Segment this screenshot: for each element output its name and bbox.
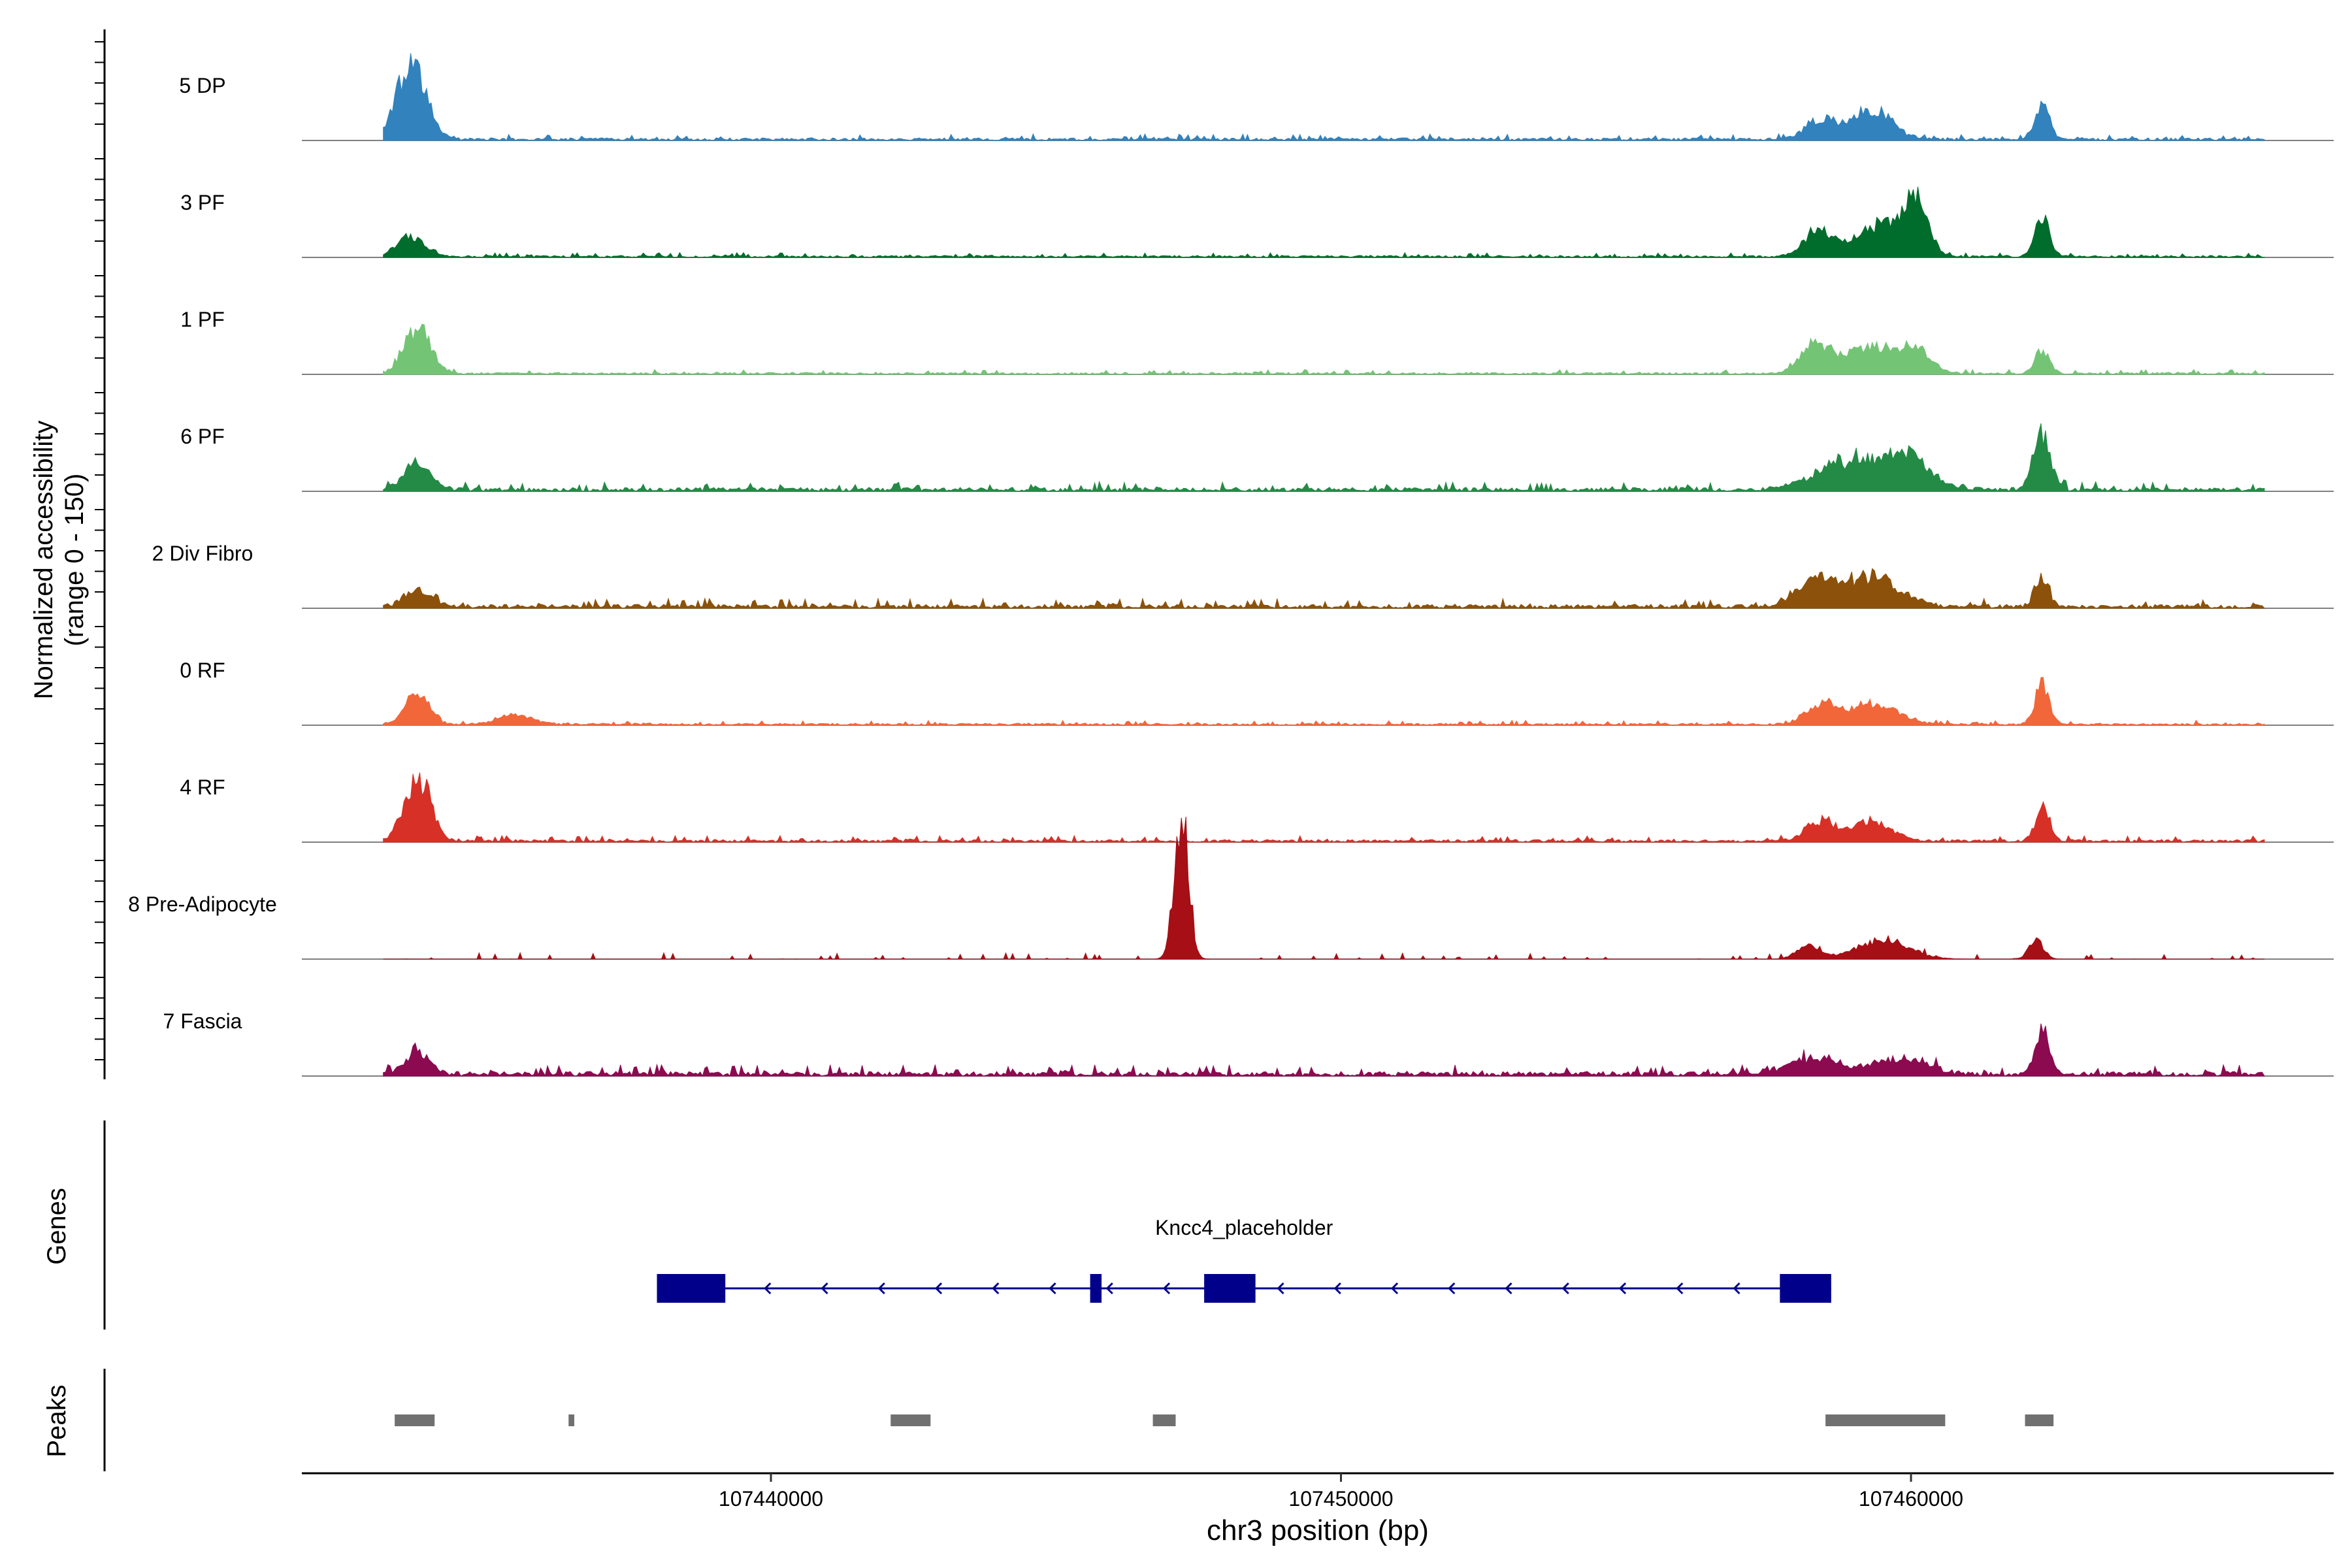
peak-region <box>395 1414 435 1426</box>
track-3-pf: 3 PF <box>180 186 2334 258</box>
strand-arrow <box>1733 1282 1740 1295</box>
track-0-rf: 0 RF <box>180 659 2334 726</box>
track-label: 5 DP <box>179 74 225 97</box>
x-tick-label: 107450000 <box>1288 1487 1393 1511</box>
peak-region <box>1825 1414 1946 1426</box>
track-8-pre-adipocyte: 8 Pre-Adipocyte <box>128 817 2334 960</box>
strand-arrow <box>1676 1282 1684 1295</box>
x-tick-label: 107440000 <box>719 1487 823 1511</box>
gene-exon <box>1090 1274 1102 1303</box>
peak-region <box>890 1414 931 1426</box>
gene-model <box>657 1274 1831 1303</box>
strand-arrow <box>821 1282 828 1295</box>
strand-arrow <box>1561 1282 1569 1295</box>
track-label: 7 Fascia <box>163 1009 242 1033</box>
gene-exon <box>1204 1274 1256 1303</box>
strand-arrow <box>992 1282 1000 1295</box>
track-label: 2 Div Fibro <box>152 542 253 565</box>
coverage-area <box>383 1023 2265 1077</box>
x-axis-ticks: 107440000 107450000 107460000 <box>719 1473 1963 1511</box>
coverage-area <box>383 423 2265 493</box>
coverage-area <box>383 323 2265 375</box>
y-axis-label: Normalized accessibility <box>29 421 58 700</box>
track-label: 8 Pre-Adipocyte <box>128 892 277 916</box>
strand-arrow <box>1049 1282 1056 1295</box>
strand-arrow <box>764 1282 772 1295</box>
track-label: 4 RF <box>180 776 225 799</box>
coverage-area <box>383 677 2265 726</box>
strand-arrow <box>877 1282 885 1295</box>
coverage-area <box>383 53 2265 142</box>
track-2-div-fibro: 2 Div Fibro <box>152 542 2334 610</box>
peak-regions <box>395 1414 2054 1426</box>
coverage-area <box>383 186 2265 258</box>
coverage-y-ticks <box>95 41 105 1060</box>
track-label: 1 PF <box>180 308 225 331</box>
track-6-pf: 6 PF <box>180 423 2334 493</box>
gene-exon <box>1780 1274 1831 1303</box>
gene-exon <box>657 1274 726 1303</box>
coverage-tracks: 5 DP 3 PF 1 PF 6 PF 2 Div Fibro 0 RF 4 RF 8 Pre… <box>128 53 2334 1077</box>
peak-region <box>2025 1414 2054 1426</box>
strand-arrow <box>1505 1282 1512 1295</box>
track-1-pf: 1 PF <box>180 308 2334 375</box>
track-7-fascia: 7 Fascia <box>163 1009 2334 1077</box>
coverage-area <box>383 772 2265 843</box>
coverage-area <box>383 568 2265 610</box>
track-4-rf: 4 RF <box>180 772 2334 843</box>
strand-arrow <box>1277 1282 1284 1295</box>
track-5-dp: 5 DP <box>179 53 2334 142</box>
strand-arrow <box>1618 1282 1627 1295</box>
strand-arrow <box>1333 1282 1341 1295</box>
y-axis-label-range: (range 0 - 150) <box>60 474 89 647</box>
gene-name-label: Kncc4_placeholder <box>1155 1216 1333 1239</box>
peak-region <box>1152 1414 1176 1426</box>
genes-track-label: Genes <box>42 1188 71 1265</box>
strand-arrow <box>1105 1282 1113 1295</box>
peak-region <box>568 1414 574 1426</box>
strand-arrow <box>1390 1282 1399 1295</box>
strand-arrow <box>934 1282 943 1295</box>
track-label: 0 RF <box>180 659 225 682</box>
peaks-track-label: Peaks <box>42 1384 71 1457</box>
track-label: 3 PF <box>180 191 225 214</box>
strand-arrow <box>1162 1282 1171 1295</box>
x-axis-title: chr3 position (bp) <box>1207 1514 1429 1546</box>
coverage-area <box>383 817 2264 960</box>
strand-arrow <box>1448 1282 1456 1295</box>
x-tick-label: 107460000 <box>1859 1487 1963 1511</box>
track-label: 6 PF <box>180 425 225 448</box>
